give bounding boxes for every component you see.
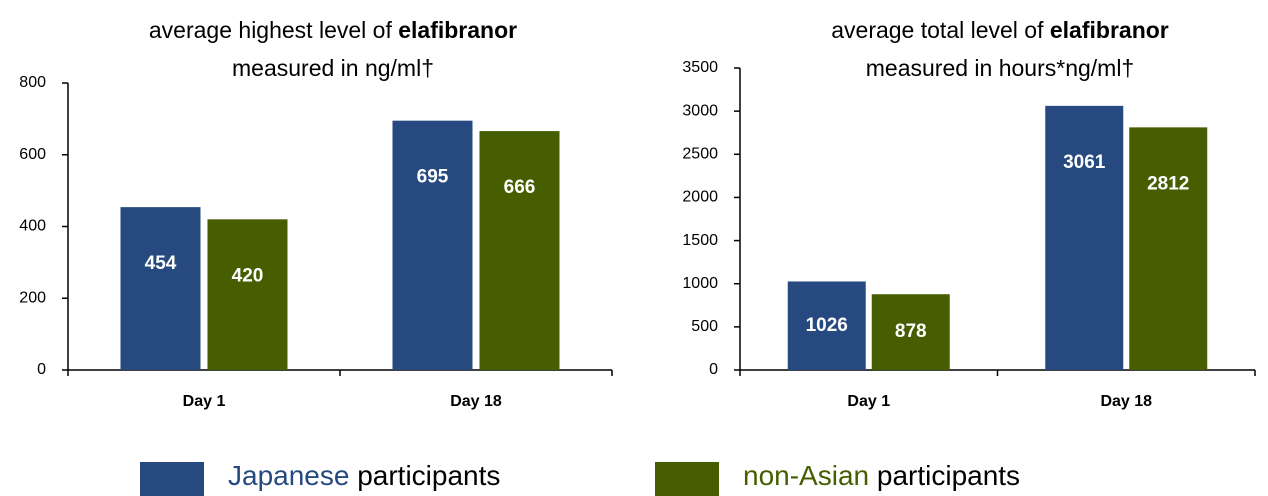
- y-tick-label: 200: [19, 289, 46, 306]
- legend-label-rest: participants: [349, 460, 500, 491]
- legend-label: Japanese participants: [228, 460, 500, 491]
- value-label: 878: [895, 321, 927, 342]
- title-run: average highest level of: [149, 17, 398, 43]
- y-tick-label: 3500: [682, 59, 718, 76]
- bar: [207, 219, 288, 370]
- y-tick-label: 3000: [682, 102, 718, 119]
- bar: [392, 120, 473, 370]
- value-label: 666: [504, 177, 536, 198]
- legend-label-rest: participants: [869, 460, 1020, 491]
- title-run: average total level of: [831, 17, 1050, 43]
- y-tick-label: 2000: [682, 189, 718, 206]
- title-run: measured in hours*ng/ml†: [866, 55, 1134, 81]
- x-tick-label: Day 18: [450, 393, 502, 410]
- y-tick-label: 500: [691, 318, 718, 335]
- legend-swatch: [140, 462, 204, 496]
- title-run: measured in ng/ml†: [232, 55, 434, 81]
- x-tick-label: Day 1: [183, 393, 226, 410]
- title-run: elafibranor: [398, 17, 517, 43]
- y-tick-label: 1000: [682, 275, 718, 292]
- legend-label-group: Japanese: [228, 460, 349, 491]
- bar: [120, 207, 201, 370]
- title-run: elafibranor: [1050, 17, 1169, 43]
- value-label: 695: [417, 167, 449, 188]
- chart-title: measured in ng/ml†: [232, 55, 434, 81]
- chart-title: average highest level of elafibranor: [149, 17, 517, 43]
- chart-title: average total level of elafibranor: [831, 17, 1169, 43]
- bar: [787, 281, 866, 370]
- value-label: 1026: [806, 315, 848, 336]
- value-label: 3061: [1063, 152, 1106, 173]
- bar: [871, 294, 950, 370]
- y-tick-label: 1500: [682, 232, 718, 249]
- bar: [479, 131, 560, 370]
- bar: [1045, 105, 1124, 370]
- value-label: 420: [232, 265, 264, 286]
- y-tick-label: 2500: [682, 146, 718, 163]
- x-tick-label: Day 1: [847, 393, 890, 410]
- legend-swatch: [655, 462, 719, 496]
- y-tick-label: 0: [709, 361, 718, 378]
- y-tick-label: 400: [19, 218, 46, 235]
- legend-label: non-Asian participants: [743, 460, 1020, 491]
- bar: [1129, 127, 1208, 371]
- y-tick-label: 800: [19, 74, 46, 91]
- y-tick-label: 0: [37, 361, 46, 378]
- legend-label-group: non-Asian: [743, 460, 869, 491]
- value-label: 2812: [1147, 173, 1189, 194]
- y-tick-label: 600: [19, 146, 46, 163]
- x-tick-label: Day 18: [1100, 393, 1152, 410]
- value-label: 454: [145, 253, 177, 274]
- chart-title: measured in hours*ng/ml†: [866, 55, 1134, 81]
